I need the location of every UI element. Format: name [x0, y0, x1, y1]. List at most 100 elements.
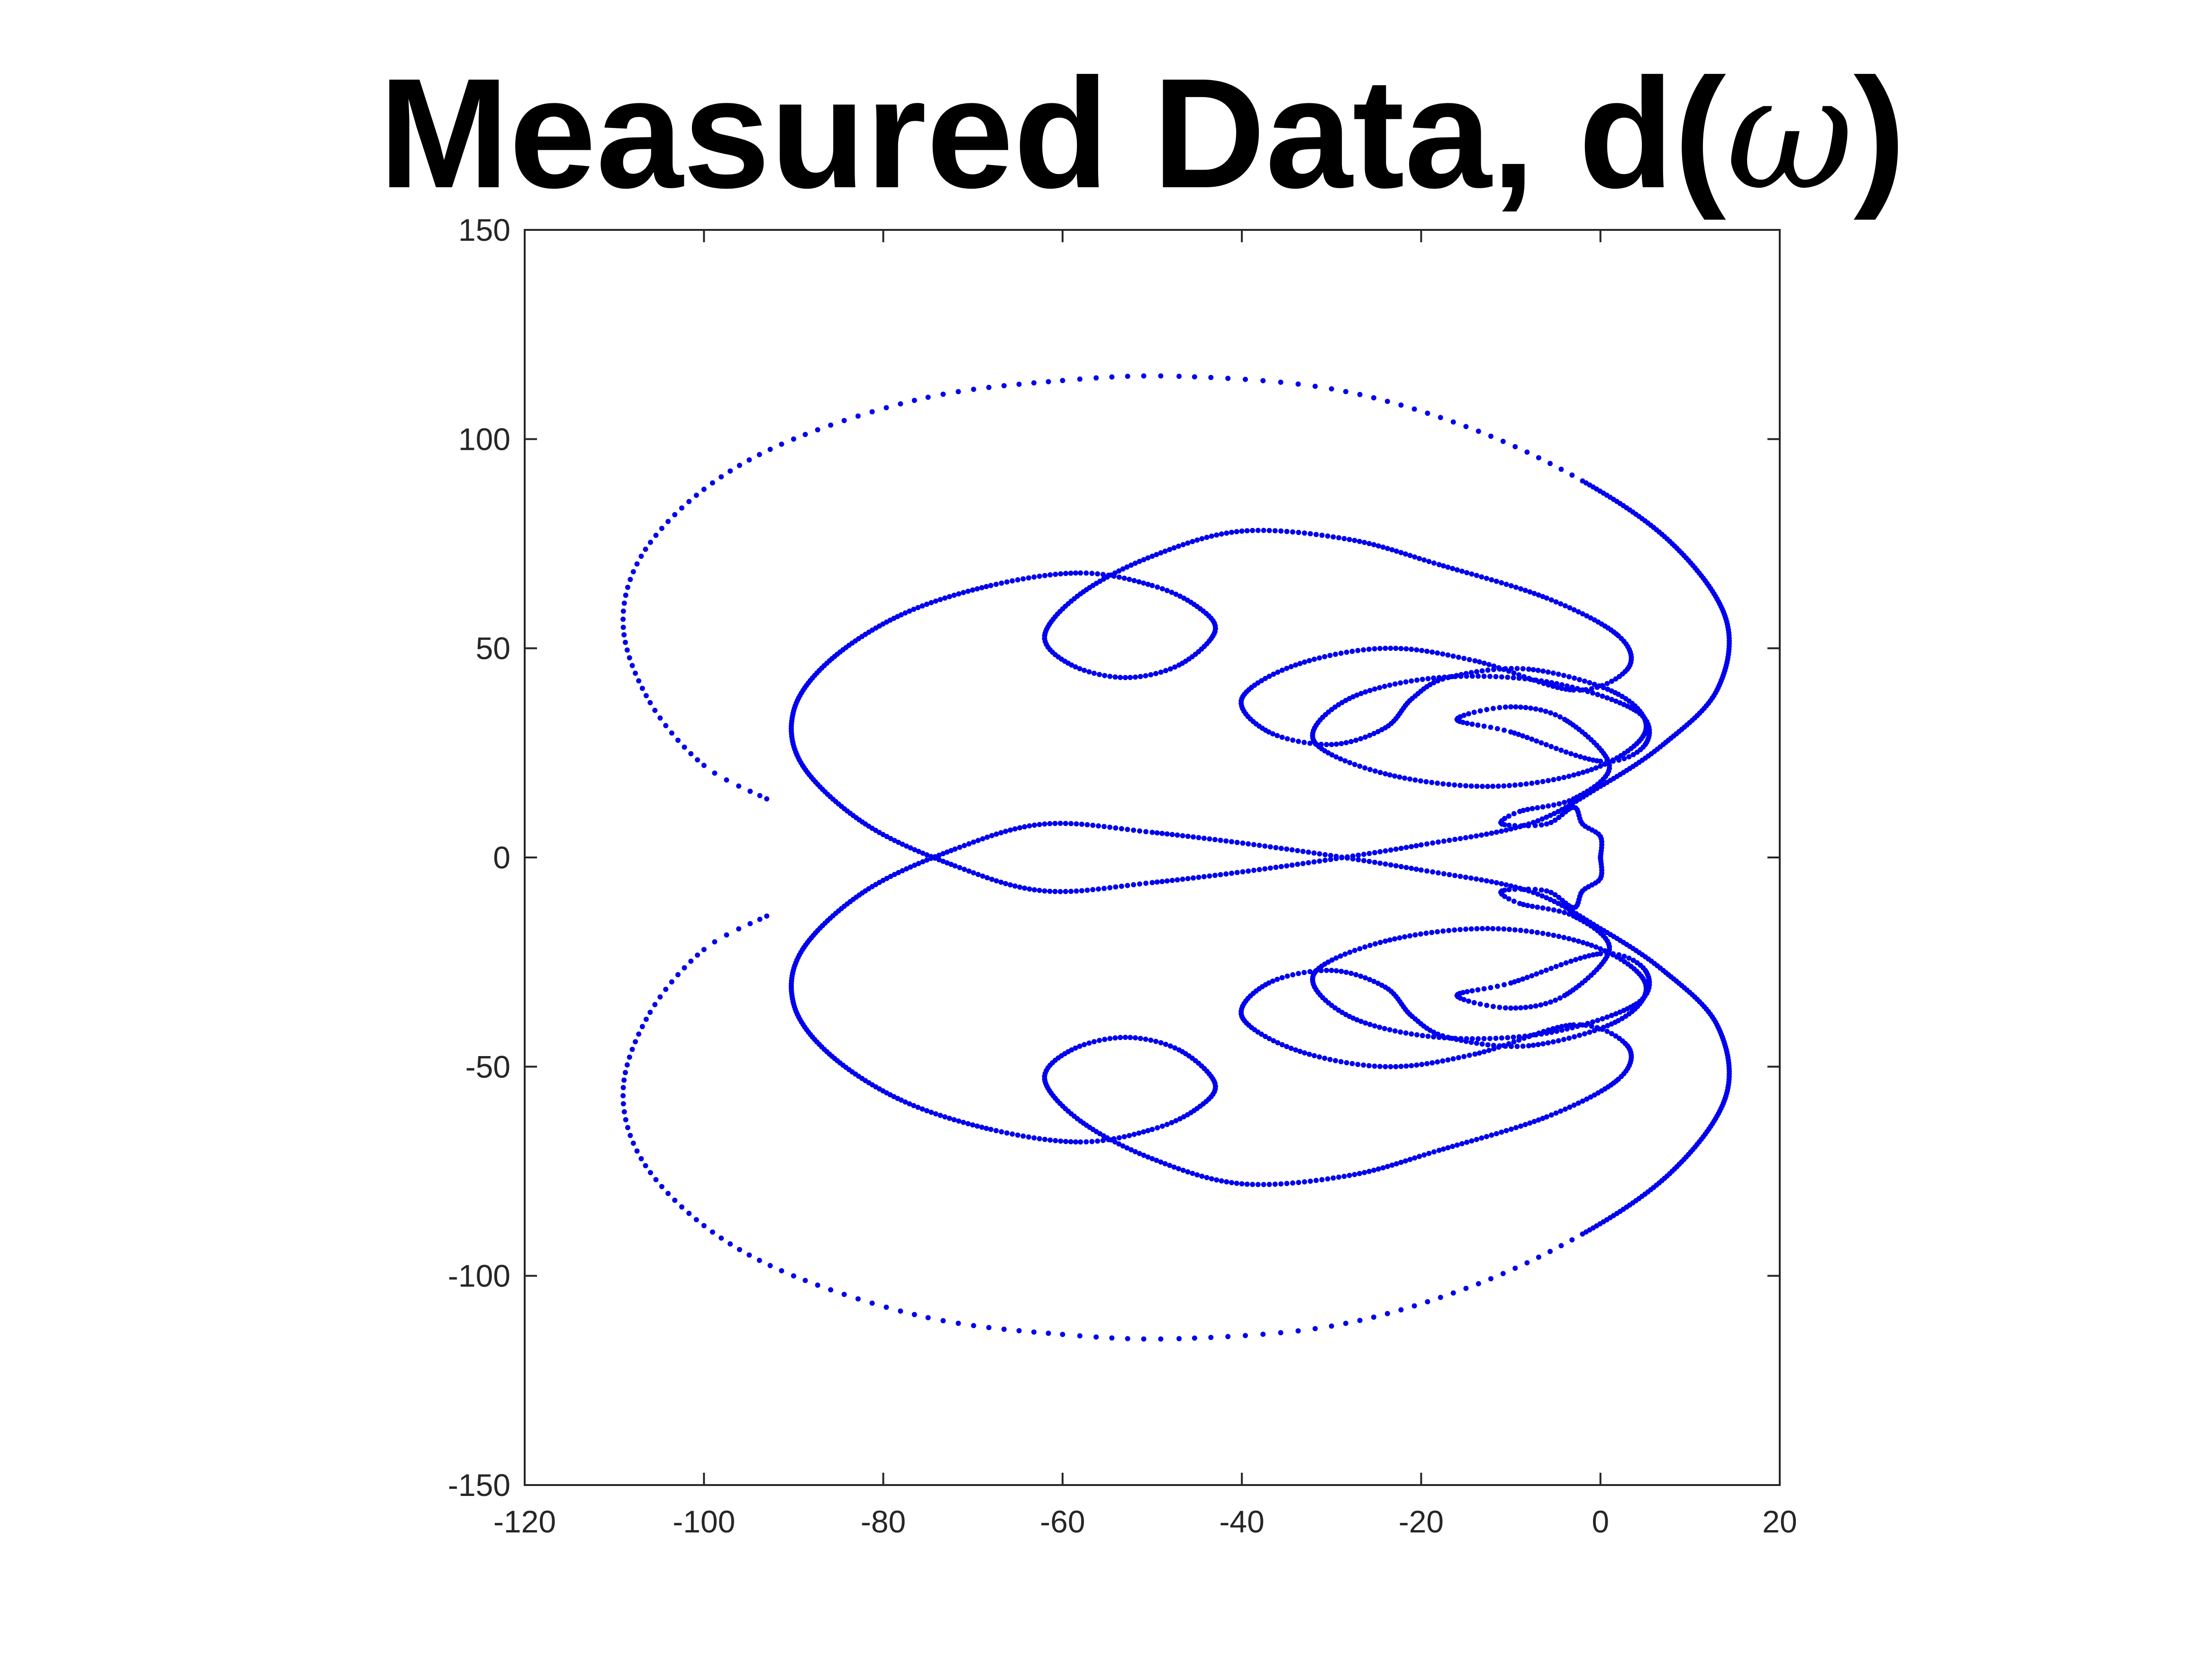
data-point [1121, 575, 1127, 581]
data-point [643, 547, 648, 552]
data-point [1068, 889, 1074, 894]
data-point [1518, 1123, 1523, 1129]
data-point [1306, 849, 1311, 855]
data-point [1296, 1180, 1302, 1185]
data-point [1419, 1062, 1425, 1067]
data-point [1544, 888, 1549, 894]
data-point [1487, 674, 1493, 679]
data-point [1171, 545, 1177, 551]
data-point [1092, 670, 1097, 676]
data-point [1626, 754, 1632, 760]
data-point [1129, 1147, 1134, 1153]
data-point [1468, 926, 1474, 932]
data-point [1511, 675, 1516, 681]
data-point [1398, 864, 1404, 869]
data-point [1001, 383, 1007, 389]
data-point [1267, 844, 1273, 850]
data-point [938, 597, 943, 602]
data-point [1164, 1121, 1170, 1127]
data-point [638, 554, 644, 559]
data-point [1239, 1181, 1245, 1186]
data-point [956, 389, 961, 394]
data-point [1505, 1035, 1511, 1040]
data-point [1026, 1134, 1031, 1140]
data-point [828, 422, 834, 428]
data-point [1371, 1314, 1376, 1320]
data-point [1158, 1159, 1164, 1165]
data-point [1523, 1004, 1529, 1010]
data-point [1481, 986, 1487, 992]
data-point [1562, 910, 1567, 915]
data-point [1302, 659, 1307, 665]
data-point [1561, 673, 1566, 678]
data-point [1366, 647, 1372, 652]
data-point [1383, 1064, 1388, 1069]
data-point [1425, 410, 1430, 416]
data-point [1356, 1171, 1362, 1176]
data-point [1255, 1182, 1261, 1187]
data-point [1464, 1139, 1470, 1145]
data-point [1271, 1038, 1276, 1044]
data-point [1523, 928, 1529, 934]
data-point [1229, 870, 1234, 876]
data-point [1037, 1136, 1042, 1141]
data-point [1347, 949, 1353, 955]
data-point [920, 859, 926, 865]
data-point [1371, 1167, 1377, 1173]
data-point [1409, 1063, 1414, 1068]
data-point [624, 647, 630, 653]
data-point [1356, 538, 1362, 544]
data-point [1566, 936, 1572, 941]
data-point [1392, 773, 1397, 779]
data-point [1107, 674, 1113, 679]
data-point [1493, 578, 1499, 584]
data-point [1020, 1133, 1026, 1139]
data-point [1512, 444, 1518, 449]
data-point [1621, 756, 1627, 761]
data-point [1086, 669, 1092, 675]
data-point [1118, 675, 1123, 680]
data-point [1358, 736, 1364, 741]
data-point [1469, 1138, 1475, 1144]
data-point [1436, 675, 1442, 680]
data-point [1575, 771, 1581, 776]
data-point [1263, 1034, 1268, 1039]
data-point [1375, 1166, 1381, 1172]
data-point [1333, 854, 1339, 859]
data-point [1008, 827, 1013, 833]
data-point [1479, 877, 1484, 883]
data-point [1324, 742, 1329, 747]
data-point [1293, 1047, 1299, 1053]
data-point [883, 405, 889, 410]
data-point [1240, 840, 1246, 846]
data-point [1523, 781, 1529, 787]
data-point [1558, 747, 1564, 753]
data-point [1417, 556, 1422, 561]
data-point [1171, 1164, 1177, 1170]
data-point [1508, 1126, 1514, 1132]
data-point [1234, 839, 1240, 845]
data-point [1185, 876, 1191, 882]
data-point [1571, 796, 1576, 802]
data-point [988, 1127, 993, 1132]
data-point [1526, 666, 1531, 672]
data-point [1414, 1062, 1420, 1068]
data-point [1141, 373, 1147, 379]
data-point [1488, 1276, 1493, 1282]
data-point [1530, 667, 1536, 673]
data-point [1477, 659, 1482, 665]
data-point [1348, 739, 1354, 744]
data-point [1361, 858, 1366, 864]
data-point [1513, 704, 1519, 710]
data-point [1353, 972, 1359, 977]
data-point [1338, 1059, 1344, 1065]
data-point [1132, 1035, 1138, 1040]
data-point [1538, 678, 1544, 684]
data-point [1354, 693, 1360, 698]
data-point [1389, 1162, 1395, 1168]
data-point [1229, 529, 1234, 535]
data-point [1539, 893, 1545, 899]
data-point [1153, 1039, 1159, 1044]
data-point [1325, 1176, 1330, 1182]
data-point [1567, 1104, 1573, 1110]
